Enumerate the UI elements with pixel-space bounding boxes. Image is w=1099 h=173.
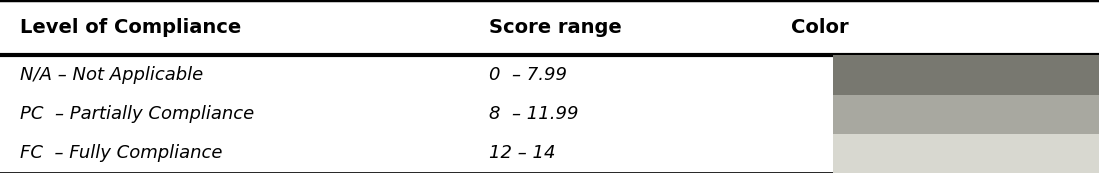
- Text: Level of Compliance: Level of Compliance: [20, 18, 241, 37]
- Text: Color: Color: [791, 18, 848, 37]
- Text: 8  – 11.99: 8 – 11.99: [489, 105, 578, 123]
- Text: N/A – Not Applicable: N/A – Not Applicable: [20, 66, 203, 84]
- Text: PC  – Partially Compliance: PC – Partially Compliance: [20, 105, 254, 123]
- Bar: [833, 95, 1099, 134]
- Text: 0  – 7.99: 0 – 7.99: [489, 66, 567, 84]
- Bar: [833, 134, 1099, 173]
- Bar: [833, 55, 1099, 95]
- Text: 12 – 14: 12 – 14: [489, 144, 556, 162]
- Text: Score range: Score range: [489, 18, 622, 37]
- Text: FC  – Fully Compliance: FC – Fully Compliance: [20, 144, 222, 162]
